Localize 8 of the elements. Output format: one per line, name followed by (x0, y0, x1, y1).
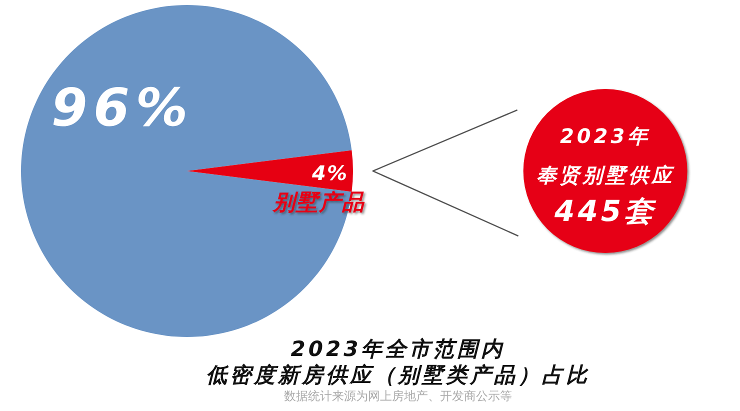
text: 2023年 (560, 124, 651, 148)
data-label: 4% (311, 161, 348, 185)
data-label: 96% (51, 78, 194, 138)
text: 奉贤别墅供应 (536, 163, 674, 187)
text: 445套 (554, 194, 656, 228)
text: 数据统计来源为网上房地产、开发商公示等 (284, 389, 512, 403)
text: 低密度新房供应（别墅类产品）占比 (206, 363, 590, 387)
text: 2023年全市范围内 (290, 337, 506, 361)
